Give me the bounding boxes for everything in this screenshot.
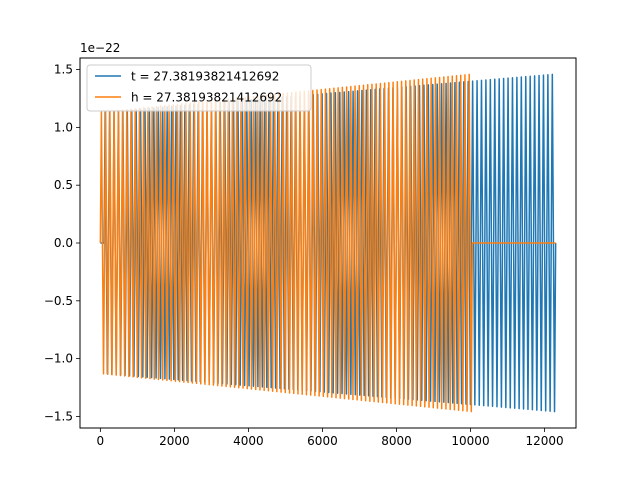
series-layer <box>99 73 557 413</box>
series-line-h <box>99 73 556 413</box>
y-tick-label: −1.5 <box>44 409 73 423</box>
x-tick-label: 6000 <box>307 434 338 448</box>
legend-label-h: h = 27.38193821412692 <box>131 91 282 105</box>
y-offset-text: 1e−22 <box>80 41 120 55</box>
x-tick-label: 10000 <box>451 434 489 448</box>
y-tick-label: −0.5 <box>44 294 73 308</box>
x-tick-label: 2000 <box>159 434 190 448</box>
legend-box <box>86 64 312 112</box>
legend-label-t: t = 27.38193821412692 <box>131 70 279 84</box>
y-tick-label: 0.5 <box>54 178 73 192</box>
y-tick-label: 0.0 <box>54 236 73 250</box>
x-tick-label: 0 <box>97 434 105 448</box>
y-tick-label: −1.0 <box>44 352 73 366</box>
x-tick-label: 8000 <box>381 434 412 448</box>
y-axis: −1.5 −1.0 −0.5 0.0 0.5 1.0 1.5 <box>44 63 80 423</box>
x-tick-label: 4000 <box>233 434 264 448</box>
series-line-t <box>100 73 557 413</box>
x-tick-label: 12000 <box>525 434 563 448</box>
y-tick-label: 1.0 <box>54 120 73 134</box>
legend: t = 27.38193821412692 h = 27.38193821412… <box>86 64 312 112</box>
x-axis: 0 2000 4000 6000 8000 10000 12000 <box>97 428 564 448</box>
y-tick-label: 1.5 <box>54 63 73 77</box>
